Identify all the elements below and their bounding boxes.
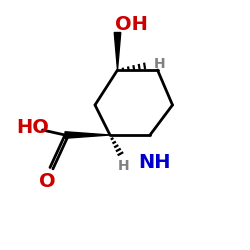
Polygon shape — [65, 132, 110, 138]
Text: O: O — [39, 172, 56, 191]
Text: OH: OH — [115, 16, 148, 34]
Text: NH: NH — [139, 153, 171, 172]
Text: H: H — [118, 159, 130, 173]
Text: HO: HO — [16, 118, 49, 137]
Polygon shape — [114, 32, 121, 70]
Text: H: H — [154, 57, 166, 71]
